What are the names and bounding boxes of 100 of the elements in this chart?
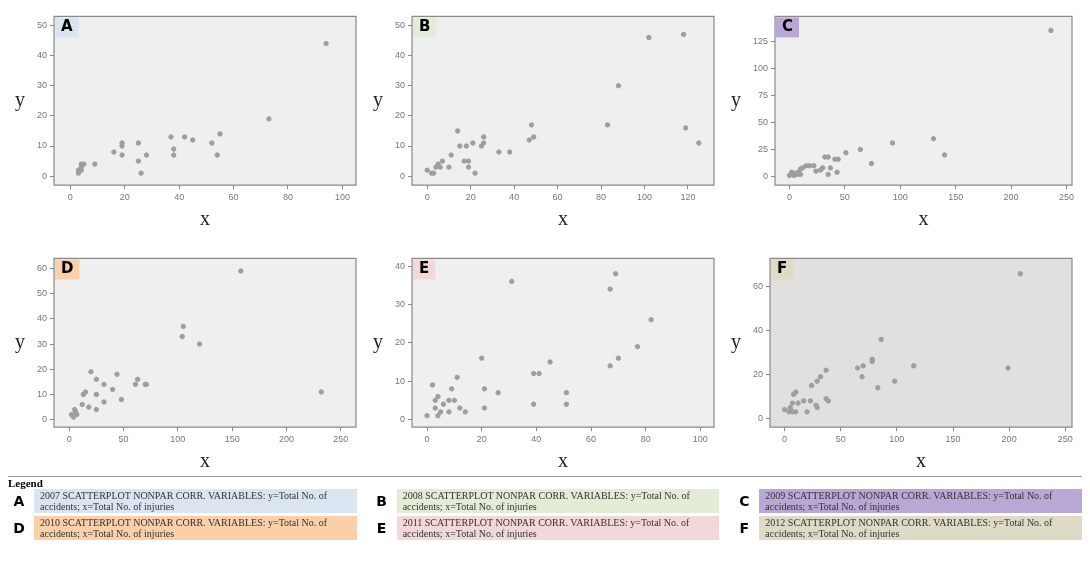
y-tick-label: 0 <box>42 414 48 425</box>
y-tick-label: 0 <box>400 414 406 425</box>
x-tick-label: 100 <box>636 192 652 203</box>
x-tick-label: 0 <box>786 192 792 203</box>
y-tick-label: 125 <box>752 35 769 46</box>
y-tick-label: 0 <box>42 170 48 181</box>
x-tick-label: 100 <box>892 192 908 203</box>
chart-title: F <box>777 259 788 278</box>
x-tick-label: 80 <box>640 434 651 445</box>
x-tick-label: 80 <box>596 192 607 203</box>
text: 2012 SCATTERPLOT NONPAR CORR. VARIABLES: y=Total No. of accidents; x=Total No. of injuries <box>759 516 1082 540</box>
y-tick-label: 30 <box>37 80 48 91</box>
y-tick-label: 60 <box>37 262 48 273</box>
x-tick-label: 80 <box>282 192 293 203</box>
y-axis-title: y <box>731 330 741 354</box>
y-tick-label: 50 <box>395 19 406 30</box>
y-tick-label: 40 <box>395 50 406 61</box>
x-tick-label: 150 <box>945 434 961 445</box>
x-tick-label: 0 <box>782 434 788 445</box>
category-label: D <box>12 520 26 536</box>
y-tick-label: 50 <box>37 288 48 299</box>
y-axis-title: y <box>15 330 25 354</box>
category-label: F <box>738 520 751 536</box>
y-axis-title: y <box>373 330 383 354</box>
x-axis-title: x <box>918 207 929 230</box>
x-tick-label: 200 <box>1003 192 1019 203</box>
y-tick-label: 20 <box>753 369 764 380</box>
y-tick-label: 30 <box>395 298 406 309</box>
y-tick-label: 20 <box>37 363 48 374</box>
category-label: C <box>738 493 751 509</box>
x-tick-label: 40 <box>531 434 542 445</box>
x-tick-label: 60 <box>552 192 563 203</box>
text: 2010 SCATTERPLOT NONPAR CORR. VARIABLES: y=Total No. of accidents; x=Total No. of injuries <box>34 516 357 540</box>
y-tick-label: 10 <box>37 140 48 151</box>
y-tick-label: 25 <box>758 143 769 154</box>
x-tick-label: 50 <box>835 434 846 445</box>
x-tick-label: 0 <box>424 192 430 203</box>
x-tick-label: 250 <box>1057 434 1073 445</box>
category-label: B <box>375 493 388 509</box>
x-tick-label: 150 <box>224 434 240 445</box>
x-tick-label: 0 <box>66 434 72 445</box>
y-tick-label: 20 <box>395 337 406 348</box>
x-axis-title: x <box>200 207 211 230</box>
y-tick-label: 0 <box>763 171 769 182</box>
chart-title: D <box>61 259 74 278</box>
x-tick-label: 200 <box>278 434 294 445</box>
y-tick-label: 20 <box>37 110 48 121</box>
text: 2007 SCATTERPLOT NONPAR CORR. VARIABLES: y=Total No. of accidents; x=Total No. of injuries <box>34 489 357 513</box>
chart-title: B <box>419 17 431 36</box>
x-axis-title: x <box>200 449 211 472</box>
x-tick-label: 0 <box>424 434 430 445</box>
chart-title: C <box>782 17 794 36</box>
text: 2011 SCATTERPLOT NONPAR CORR. VARIABLES: y=Total No. of accidents; x=Total No. of injuries <box>396 516 720 540</box>
x-tick-label: 20 <box>119 192 130 203</box>
y-tick-label: 40 <box>753 325 764 336</box>
y-tick-label: 30 <box>37 338 48 349</box>
chart-title: A <box>61 17 74 36</box>
y-axis-title: y <box>15 88 25 112</box>
x-tick-label: 0 <box>67 192 73 203</box>
y-tick-label: 60 <box>753 281 764 292</box>
x-tick-label: 100 <box>334 192 350 203</box>
x-tick-label: 250 <box>1058 192 1074 203</box>
x-axis-title: x <box>558 449 569 472</box>
y-tick-label: 50 <box>37 19 48 30</box>
x-tick-label: 250 <box>333 434 349 445</box>
x-tick-label: 100 <box>692 434 708 445</box>
y-tick-label: 20 <box>395 110 406 121</box>
x-tick-label: 40 <box>174 192 185 203</box>
y-axis-title: y <box>731 88 741 112</box>
y-tick-label: 100 <box>752 62 769 73</box>
x-tick-label: 120 <box>680 192 696 203</box>
y-axis-title: y <box>373 88 383 112</box>
chart-title: E <box>419 259 430 278</box>
y-tick-label: 0 <box>758 412 764 423</box>
x-tick-label: 100 <box>170 434 186 445</box>
x-axis-title: x <box>558 207 569 230</box>
text: 2009 SCATTERPLOT NONPAR CORR. VARIABLES: y=Total No. of accidents; x=Total No. of injuries <box>759 489 1082 513</box>
y-tick-label: 10 <box>395 375 406 386</box>
x-tick-label: 50 <box>839 192 850 203</box>
x-tick-label: 20 <box>465 192 476 203</box>
x-tick-label: 150 <box>948 192 964 203</box>
x-axis-title: x <box>916 449 927 472</box>
y-tick-label: 40 <box>37 50 48 61</box>
y-tick-label: 30 <box>395 80 406 91</box>
y-tick-label: 10 <box>395 140 406 151</box>
category-label: A <box>12 493 26 509</box>
x-tick-label: 40 <box>509 192 520 203</box>
x-tick-label: 200 <box>1001 434 1017 445</box>
y-tick-label: 10 <box>37 388 48 399</box>
y-tick-label: 40 <box>37 313 48 324</box>
text: Legend <box>8 476 1082 489</box>
x-tick-label: 100 <box>889 434 905 445</box>
x-tick-label: 60 <box>228 192 239 203</box>
text: 2008 SCATTERPLOT NONPAR CORR. VARIABLES: y=Total No. of accidents; x=Total No. of injuries <box>396 489 720 513</box>
y-tick-label: 40 <box>395 260 406 271</box>
y-tick-label: 50 <box>758 116 769 127</box>
y-tick-label: 75 <box>758 89 769 100</box>
y-tick-label: 0 <box>400 170 406 181</box>
category-label: E <box>375 520 388 536</box>
x-tick-label: 20 <box>476 434 487 445</box>
